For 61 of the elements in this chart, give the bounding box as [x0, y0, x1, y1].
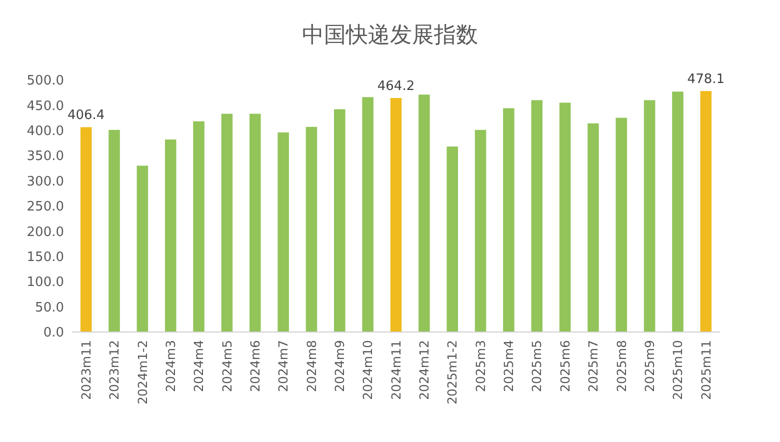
y-tick-label: 450.0 [26, 98, 64, 114]
y-tick-label: 200.0 [26, 224, 64, 240]
y-tick-label: 300.0 [26, 174, 64, 190]
bar [700, 91, 712, 332]
bar [531, 100, 543, 332]
x-tick-label: 2025m6 [557, 340, 572, 392]
x-tick-label: 2024m8 [304, 340, 319, 392]
x-tick-label: 2024m5 [219, 340, 234, 392]
data-label: 406.4 [67, 108, 105, 124]
x-tick-label: 2025m10 [670, 340, 686, 400]
y-tick-label: 100.0 [26, 275, 64, 290]
x-tick-label: 2024m9 [332, 340, 348, 392]
y-tick-label: 150.0 [26, 250, 64, 265]
x-tick-label: 2025m1-2 [444, 340, 460, 404]
bar [80, 127, 92, 332]
x-tick-label: 2025m8 [614, 340, 629, 392]
chart-title: 中国快递发展指数 [302, 23, 478, 48]
y-tick-label: 250.0 [26, 200, 64, 215]
bar [193, 121, 204, 332]
x-tick-label: 2025m4 [501, 340, 516, 392]
bar [474, 130, 486, 332]
data-label: 478.1 [687, 72, 725, 88]
x-tick-label: 2024m10 [360, 340, 376, 400]
x-tick-label: 2025m11 [698, 340, 714, 400]
bar [588, 123, 599, 332]
x-tick-label: 2024m11 [388, 340, 404, 400]
bar [334, 109, 346, 332]
bar [362, 97, 374, 332]
x-tick-label: 2024m1-2 [134, 340, 150, 404]
bar [418, 94, 430, 332]
x-tick-label: 2023m11 [78, 340, 94, 400]
x-tick-label: 2024m12 [416, 340, 432, 400]
y-tick-label: 500.0 [26, 74, 64, 89]
x-tick-label: 2024m6 [248, 340, 263, 392]
x-tick-label: 2025m7 [586, 340, 601, 392]
x-tick-label: 2023m12 [106, 340, 122, 400]
bar [559, 102, 571, 332]
x-tick-label: 2025m9 [642, 340, 657, 392]
bar [503, 108, 514, 332]
y-tick-label: 50.0 [35, 300, 64, 316]
bar [136, 166, 148, 332]
bar [164, 139, 176, 332]
y-tick-label: 350.0 [26, 149, 64, 164]
bar [672, 92, 684, 332]
x-tick-label: 2024m3 [162, 340, 178, 392]
bar [616, 118, 628, 332]
bar [306, 126, 318, 332]
x-tick-label: 2025m3 [472, 340, 488, 392]
y-tick-label: 400.0 [26, 124, 64, 139]
bar [644, 100, 656, 332]
y-tick-label: 0.0 [43, 326, 64, 341]
bar [221, 114, 233, 332]
bar [446, 146, 458, 332]
x-tick-label: 2024m4 [191, 340, 206, 392]
x-tick-label: 2025m5 [529, 340, 544, 392]
bar [278, 132, 289, 332]
bar [249, 114, 261, 332]
bar [108, 130, 120, 332]
x-tick-label: 2024m7 [276, 340, 291, 392]
bar [390, 98, 402, 332]
data-label: 464.2 [377, 79, 415, 94]
